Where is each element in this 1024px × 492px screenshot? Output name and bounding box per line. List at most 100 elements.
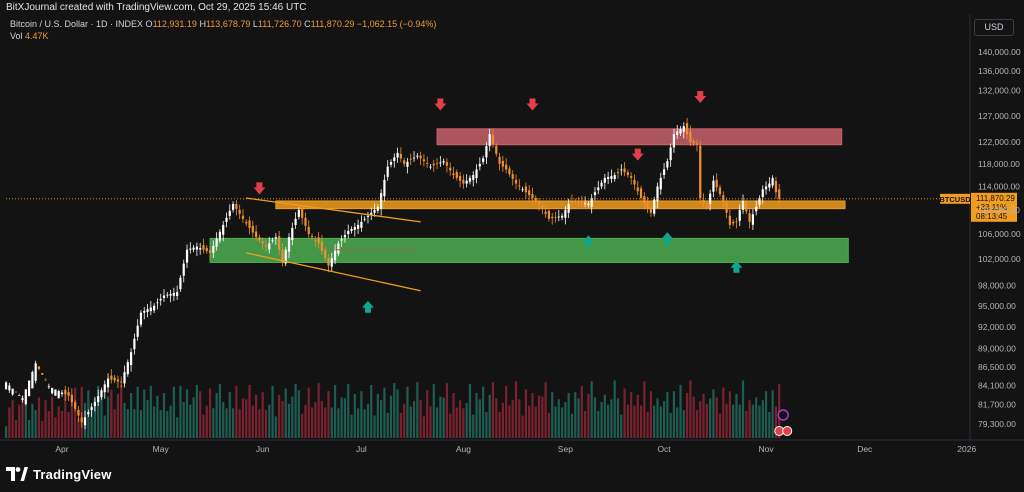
- volume-bar: [445, 383, 449, 438]
- candle-body: [639, 188, 643, 199]
- candle-body: [514, 179, 518, 184]
- volume-bar: [616, 398, 620, 438]
- volume-bar: [567, 393, 570, 438]
- candle-body: [284, 249, 287, 264]
- volume-bar: [774, 406, 778, 438]
- volume-bar: [113, 409, 116, 438]
- candle-body: [551, 216, 554, 219]
- volume-bar: [251, 405, 254, 438]
- volume-bar: [64, 393, 67, 438]
- tradingview-logo-icon: [6, 467, 28, 481]
- volume-bar: [755, 397, 758, 438]
- candle-body: [159, 298, 162, 301]
- volume-bar: [123, 402, 126, 438]
- candle-body: [501, 160, 504, 167]
- candle-body: [14, 391, 18, 393]
- candle-body: [458, 175, 462, 181]
- volume-bar: [176, 417, 179, 438]
- x-tick-label: Dec: [857, 444, 873, 454]
- volume-bar: [172, 386, 175, 438]
- volume-bar: [373, 415, 376, 438]
- low-value: 111,726.70: [257, 19, 302, 29]
- drawings: BTCUSD 111,870.29+33.11%08:13:45: [6, 90, 1017, 313]
- volume-bar: [554, 406, 557, 438]
- volume-bar: [333, 384, 337, 438]
- volume-bar: [610, 399, 613, 438]
- candle-body: [129, 352, 133, 366]
- candle-body: [399, 153, 402, 159]
- down-arrow-icon: [631, 148, 644, 161]
- volume-bar: [41, 420, 44, 438]
- y-tick-label: 89,000.00: [978, 343, 1016, 353]
- volume-bar: [67, 411, 70, 438]
- volume-bar: [225, 408, 228, 438]
- volume-bar: [656, 398, 659, 438]
- tradingview-logo[interactable]: TradingView: [6, 465, 112, 483]
- candle-body: [8, 385, 11, 391]
- candle-body: [208, 250, 212, 253]
- volume-bar: [537, 395, 541, 438]
- y-tick-label: 84,100.00: [978, 381, 1016, 391]
- symbol-title: Bitcoin / U.S. Dollar · 1D · INDEX: [10, 19, 144, 29]
- candle-body: [584, 202, 587, 204]
- volume-bar: [409, 406, 412, 438]
- event-icons[interactable]: [774, 409, 793, 436]
- resistance-zone: [436, 128, 843, 146]
- volume-bar: [514, 381, 518, 438]
- volume-bar: [676, 407, 679, 438]
- candle-body: [495, 145, 498, 154]
- candle-body: [317, 237, 320, 244]
- candle-body: [297, 209, 300, 217]
- volume-bar: [643, 381, 646, 438]
- up-arrow-icon: [730, 260, 743, 273]
- candle-body: [370, 212, 373, 215]
- volume-bar: [343, 398, 347, 438]
- candle-body: [505, 164, 508, 170]
- candle-body: [153, 305, 156, 311]
- candle-body: [281, 249, 284, 263]
- volume-bar: [126, 409, 129, 438]
- candle-body: [291, 227, 294, 241]
- volume-bar: [202, 414, 205, 438]
- volume-bar: [633, 405, 636, 438]
- currency-button[interactable]: USD: [974, 19, 1014, 36]
- volume-bar: [383, 387, 386, 438]
- candle-body: [544, 211, 547, 214]
- candle-body: [380, 193, 383, 209]
- countdown-timer: 08:13:45: [976, 212, 1008, 221]
- y-tick-label: 106,000.00: [978, 229, 1021, 239]
- volume-bar: [468, 384, 472, 438]
- volume-bar: [28, 420, 31, 438]
- volume-bar: [521, 415, 524, 438]
- volume-bar: [93, 398, 96, 438]
- x-tick-label: Apr: [55, 444, 68, 454]
- volume-bar: [357, 408, 360, 438]
- candle-body: [222, 224, 225, 235]
- volume-bar: [597, 411, 600, 438]
- candle-body: [534, 198, 537, 201]
- candle-body: [468, 177, 472, 182]
- candle-body: [758, 198, 761, 205]
- candle-body: [83, 417, 87, 426]
- volume-bar: [70, 396, 73, 438]
- volume-bar: [416, 382, 419, 438]
- volume-bar: [301, 413, 304, 438]
- candle-body: [149, 307, 152, 312]
- volume-bar: [702, 393, 705, 438]
- event-flag-icon[interactable]: [782, 426, 793, 436]
- candle-body: [577, 200, 580, 202]
- candle-body: [294, 218, 297, 225]
- event-lightning-icon[interactable]: [777, 409, 789, 421]
- volume-bar: [166, 411, 169, 438]
- volume-bar: [518, 399, 521, 438]
- down-arrow-icon: [253, 182, 266, 195]
- candle-body: [541, 205, 544, 209]
- candle-body: [324, 249, 327, 259]
- volume-bar: [264, 410, 268, 438]
- volume-bar: [422, 416, 425, 438]
- volume-bar: [337, 408, 340, 438]
- volume-bar: [547, 412, 551, 438]
- candle-body: [116, 379, 120, 382]
- candle-body: [182, 263, 185, 276]
